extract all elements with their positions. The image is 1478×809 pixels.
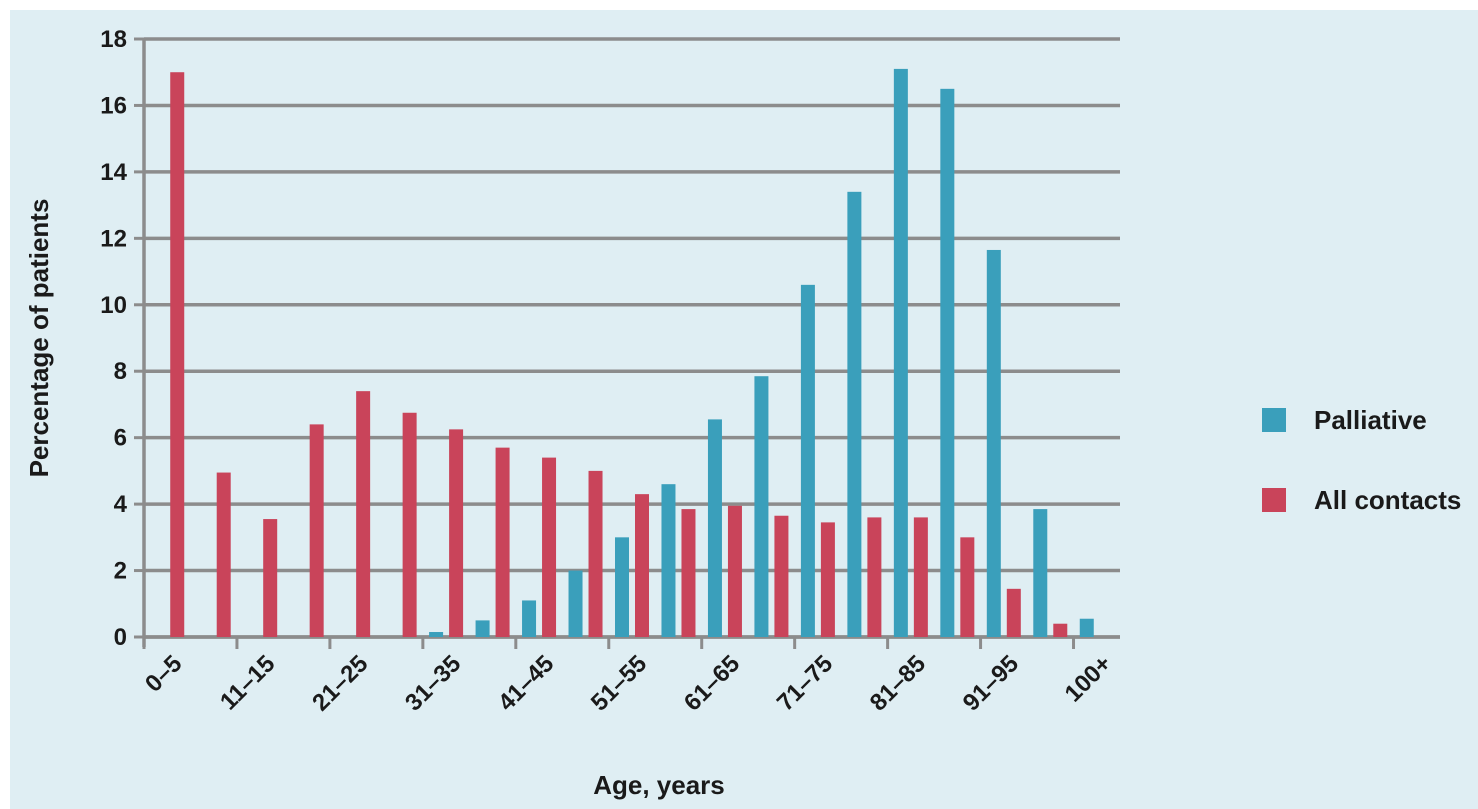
y-tick-label: 0 — [114, 624, 127, 651]
bars — [170, 68, 1094, 638]
y-tick-label: 16 — [100, 92, 127, 119]
bar-palliative-8 — [522, 600, 537, 637]
x-tick-label: 11–15 — [215, 650, 280, 715]
bar-all-contacts-12 — [727, 505, 742, 637]
bar-palliative-16 — [893, 68, 908, 637]
x-tick-label: 31–35 — [400, 650, 466, 716]
bar-all-contacts-18 — [1006, 588, 1021, 637]
x-axis-title: Age, years — [593, 770, 725, 800]
bar-all-contacts-2 — [263, 519, 278, 637]
y-tick-label: 6 — [114, 425, 127, 452]
bar-all-contacts-0 — [170, 72, 185, 637]
legend-swatch-all-contacts — [1262, 488, 1286, 512]
bar-palliative-15 — [847, 191, 862, 638]
bar-palliative-9 — [568, 570, 583, 637]
bar-all-contacts-14 — [820, 522, 835, 637]
bar-all-contacts-3 — [309, 424, 324, 637]
y-axis: 0 2 4 6 8 10 12 14 16 18 — [100, 26, 146, 651]
bar-palliative-12 — [707, 419, 722, 637]
y-axis-title: Percentage of patients — [24, 199, 54, 478]
gridlines — [144, 37, 1120, 639]
x-axis: 0–5 11–15 21–25 31–35 41–45 51–55 61–65 71–75 81… — [140, 635, 1120, 716]
y-tick-label: 4 — [114, 491, 128, 518]
x-tick-label: 21–25 — [307, 650, 373, 716]
y-tick-label: 8 — [114, 358, 127, 385]
bar-palliative-11 — [661, 484, 676, 637]
y-tick-label: 12 — [100, 225, 127, 252]
x-tick-label: 100+ — [1060, 650, 1117, 707]
bar-all-contacts-1 — [216, 472, 231, 637]
legend-label: All contacts — [1314, 485, 1461, 515]
bar-all-contacts-16 — [913, 517, 928, 637]
x-tick-label: 91–95 — [958, 650, 1024, 716]
bar-all-contacts-19 — [1053, 623, 1068, 637]
bar-all-contacts-7 — [495, 447, 510, 637]
y-tick-label: 14 — [100, 159, 127, 186]
bar-all-contacts-15 — [867, 517, 882, 637]
x-tick-label: 0–5 — [140, 650, 187, 697]
bar-palliative-20 — [1079, 618, 1094, 637]
bar-all-contacts-8 — [542, 457, 557, 637]
bar-all-contacts-5 — [402, 412, 417, 637]
bar-palliative-14 — [800, 284, 815, 637]
x-tick-label: 81–85 — [865, 650, 931, 716]
legend-swatch-palliative — [1262, 408, 1286, 432]
bar-palliative-6 — [429, 632, 444, 637]
bar-palliative-17 — [940, 88, 955, 638]
legend: Palliative All contacts — [1262, 405, 1461, 515]
bar-all-contacts-17 — [960, 537, 975, 637]
bar-all-contacts-6 — [449, 429, 464, 637]
y-tick-label: 2 — [114, 558, 127, 585]
bar-all-contacts-10 — [635, 494, 649, 637]
x-tick-label: 41–45 — [493, 650, 559, 716]
bar-chart: 0 2 4 6 8 10 12 14 16 18 0–5 11–15 21–25 31–35 41–45 5… — [24, 26, 1461, 800]
bar-all-contacts-4 — [356, 391, 371, 637]
bar-palliative-7 — [475, 620, 490, 637]
bar-palliative-18 — [986, 249, 1001, 637]
bar-palliative-19 — [1033, 509, 1048, 637]
bar-palliative-13 — [754, 376, 769, 637]
legend-label: Palliative — [1314, 405, 1427, 435]
x-tick-label: 71–75 — [772, 650, 838, 716]
chart-panel: 0 2 4 6 8 10 12 14 16 18 0–5 11–15 21–25 31–35 41–45 5… — [10, 10, 1478, 809]
bar-all-contacts-13 — [774, 515, 789, 637]
bar-all-contacts-11 — [681, 509, 696, 637]
x-tick-label: 61–65 — [679, 650, 745, 716]
y-tick-label: 18 — [100, 26, 127, 53]
bar-all-contacts-9 — [588, 470, 603, 637]
x-tick-label: 51–55 — [586, 650, 652, 716]
bar-palliative-10 — [615, 537, 629, 637]
y-tick-label: 10 — [100, 292, 127, 319]
